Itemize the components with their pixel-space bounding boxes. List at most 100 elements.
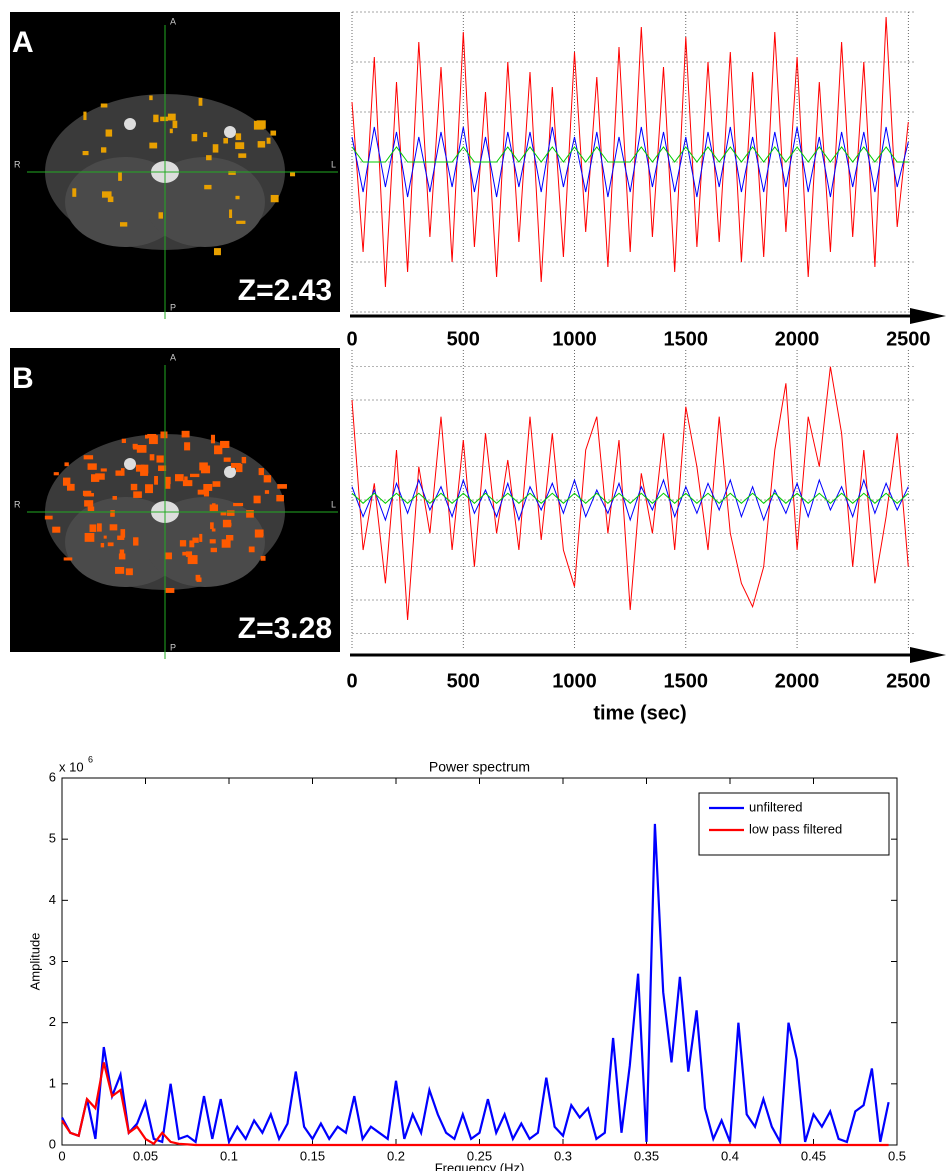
x-tick-label: 0.05	[133, 1148, 158, 1163]
activation-spot	[52, 526, 61, 533]
axis-arrow	[910, 647, 946, 663]
vessel	[124, 118, 136, 130]
activation-spot	[44, 515, 53, 520]
activation-spot	[160, 431, 168, 439]
activation-spot	[82, 151, 89, 156]
x-tick-label: 1000	[552, 328, 597, 350]
activation-spot	[103, 535, 107, 539]
activation-spot	[231, 462, 241, 468]
activation-spot	[118, 172, 122, 181]
activation-spot	[220, 512, 227, 516]
activation-spot	[133, 537, 139, 546]
activation-spot	[53, 472, 59, 476]
activation-spot	[132, 443, 138, 449]
activation-spot	[158, 465, 167, 471]
y-tick-label: 1	[49, 1075, 56, 1090]
activation-spot	[226, 535, 234, 541]
activation-spot	[203, 132, 208, 137]
series-line	[351, 146, 909, 163]
activation-spot	[121, 438, 126, 443]
activation-spot	[87, 506, 95, 512]
activation-spot	[179, 540, 187, 547]
activation-spot	[118, 553, 126, 560]
activation-spot	[66, 483, 75, 491]
activation-spot	[184, 476, 188, 484]
y-axis-label: Amplitude	[27, 933, 42, 991]
x-tick-label: 500	[447, 328, 480, 350]
activation-spot	[149, 454, 155, 461]
vessel	[124, 458, 136, 470]
activation-spot	[125, 568, 133, 576]
activation-spot	[133, 491, 142, 498]
activation-spot	[276, 494, 284, 502]
activation-spot	[257, 141, 266, 148]
axis-arrow	[910, 308, 946, 324]
x-tick-label: 0.5	[888, 1148, 906, 1163]
activation-spot	[83, 455, 94, 460]
activation-spot	[91, 474, 100, 482]
series-line	[61, 823, 890, 1146]
activation-spot	[236, 220, 246, 224]
activation-spot	[165, 588, 175, 593]
activation-spot	[229, 209, 233, 218]
x-tick-label: 2500	[886, 328, 931, 350]
activation-spot	[221, 539, 231, 548]
activation-spot	[227, 522, 232, 526]
activation-spot	[277, 484, 287, 489]
y-tick-label: 0	[49, 1136, 56, 1151]
activation-spot	[84, 500, 94, 507]
activation-spot	[100, 542, 105, 548]
activation-spot	[135, 464, 145, 472]
vessel	[224, 126, 236, 138]
activation-spot	[95, 473, 105, 480]
x-tick-label: 2000	[775, 670, 820, 692]
activation-spot	[203, 483, 213, 491]
activation-spot	[101, 147, 107, 153]
activation-spot	[191, 134, 198, 142]
activation-spot	[96, 523, 102, 532]
orientation-label: P	[170, 642, 176, 652]
activation-spot	[223, 138, 229, 144]
x-tick-label: 0.3	[554, 1148, 572, 1163]
activation-spot	[184, 442, 191, 451]
activation-spot	[235, 142, 245, 150]
activation-spot	[199, 533, 203, 542]
brain-image-a: A P R L A Z=2.43	[10, 12, 340, 319]
activation-spot	[100, 103, 108, 108]
activation-spot	[149, 95, 153, 101]
x-tick-label: 1500	[664, 328, 709, 350]
y-tick-label: 3	[49, 953, 56, 968]
activation-spot	[130, 483, 138, 491]
activation-spot	[253, 120, 264, 130]
activation-spot	[169, 128, 173, 134]
panel-label: B	[12, 362, 34, 395]
activation-spot	[198, 97, 203, 106]
y-tick-label: 5	[49, 831, 56, 846]
series-line	[351, 366, 909, 621]
x-tick-label: 0.45	[801, 1148, 826, 1163]
activation-spot	[220, 440, 230, 448]
x-tick-label: 0.35	[634, 1148, 659, 1163]
activation-spot	[260, 555, 266, 561]
activation-spot	[204, 184, 212, 190]
legend-label: low pass filtered	[749, 821, 842, 836]
activation-spot	[235, 463, 243, 473]
x-tick-label: 1500	[664, 670, 709, 692]
activation-spot	[156, 455, 164, 463]
orientation-label: A	[170, 352, 176, 362]
activation-spot	[212, 503, 216, 508]
activation-spot	[253, 495, 261, 504]
series-line	[351, 126, 909, 198]
x-tick-label: 1000	[552, 670, 597, 692]
activation-spot	[153, 114, 159, 123]
activation-spot	[120, 468, 125, 476]
activation-spot	[290, 172, 296, 177]
y-multiplier: x 10	[59, 759, 84, 774]
activation-spot	[189, 540, 195, 548]
activation-spot	[241, 456, 247, 464]
activation-spot	[258, 468, 264, 476]
x-axis-label: Frequency (Hz)	[435, 1160, 525, 1171]
activation-spot	[89, 524, 97, 532]
vessel	[224, 466, 236, 478]
activation-spot	[210, 547, 217, 553]
